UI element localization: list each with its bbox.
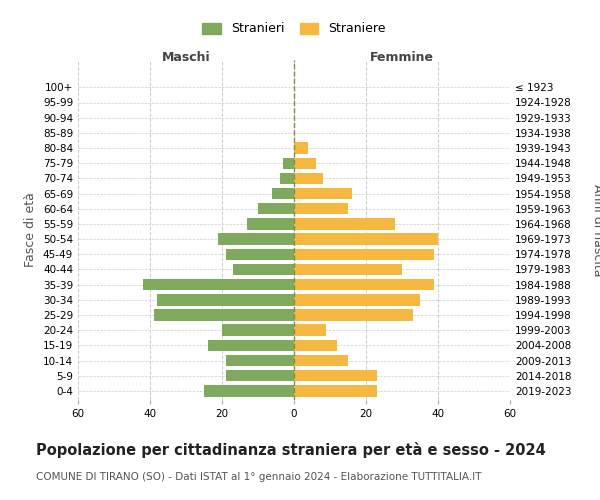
Bar	[258, 203, 294, 214]
Bar	[294, 218, 395, 230]
Bar	[294, 340, 337, 351]
Bar	[294, 203, 348, 214]
Bar	[294, 248, 434, 260]
Bar	[294, 355, 348, 366]
Bar	[294, 264, 402, 275]
Bar	[294, 188, 352, 200]
Bar	[157, 294, 294, 306]
Bar	[294, 294, 420, 306]
Bar	[294, 324, 326, 336]
Bar	[222, 324, 294, 336]
Bar	[226, 370, 294, 382]
Bar	[154, 310, 294, 320]
Bar	[294, 370, 377, 382]
Bar	[247, 218, 294, 230]
Y-axis label: Fasce di età: Fasce di età	[25, 192, 37, 268]
Bar	[280, 172, 294, 184]
Bar	[294, 172, 323, 184]
Bar	[226, 355, 294, 366]
Text: Maschi: Maschi	[161, 51, 211, 64]
Bar	[294, 158, 316, 169]
Bar	[283, 158, 294, 169]
Bar	[204, 385, 294, 396]
Bar	[226, 248, 294, 260]
Bar	[294, 234, 438, 245]
Bar	[294, 385, 377, 396]
Bar	[143, 279, 294, 290]
Text: Femmine: Femmine	[370, 51, 434, 64]
Bar	[294, 310, 413, 320]
Bar	[272, 188, 294, 200]
Bar	[208, 340, 294, 351]
Bar	[294, 279, 434, 290]
Text: COMUNE DI TIRANO (SO) - Dati ISTAT al 1° gennaio 2024 - Elaborazione TUTTITALIA.: COMUNE DI TIRANO (SO) - Dati ISTAT al 1°…	[36, 472, 482, 482]
Bar	[218, 234, 294, 245]
Text: Popolazione per cittadinanza straniera per età e sesso - 2024: Popolazione per cittadinanza straniera p…	[36, 442, 546, 458]
Legend: Stranieri, Straniere: Stranieri, Straniere	[199, 18, 389, 39]
Y-axis label: Anni di nascita: Anni di nascita	[591, 184, 600, 276]
Bar	[233, 264, 294, 275]
Bar	[294, 142, 308, 154]
